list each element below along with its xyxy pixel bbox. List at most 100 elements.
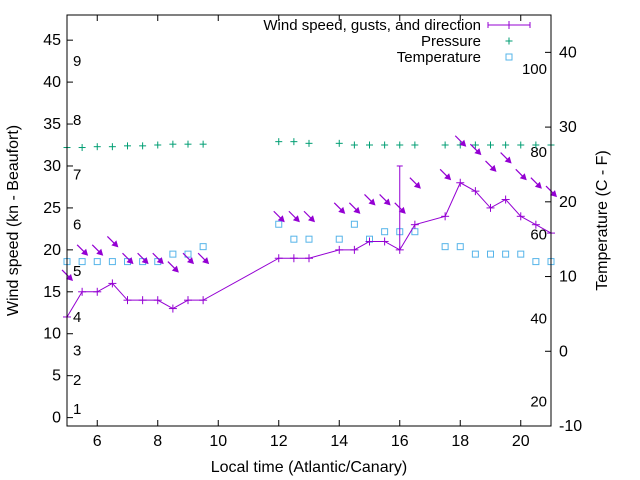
arrow-head <box>368 198 376 206</box>
beaufort-label: 7 <box>73 166 81 183</box>
pressure-point <box>487 141 494 149</box>
wind-direction-arrow <box>530 177 542 189</box>
x-tick-label: 18 <box>451 433 469 450</box>
wind-speed-point <box>486 203 495 212</box>
temperature-point <box>335 235 343 243</box>
pressure-point <box>108 143 116 151</box>
y-tick-label: 5 <box>52 368 61 385</box>
arrow-head <box>292 215 300 223</box>
pressure-point <box>154 141 162 149</box>
wind-direction-arrow <box>469 143 482 156</box>
y-tick-label: 40 <box>43 74 61 91</box>
pressure-point <box>169 140 177 148</box>
pressure-point <box>184 140 192 148</box>
wind-direction-arrow <box>394 202 406 214</box>
temperature-point <box>456 243 464 251</box>
wind-speed-point <box>350 245 359 254</box>
beaufort-label: 6 <box>73 217 81 234</box>
legend-label-pressure: Pressure <box>421 33 481 50</box>
beaufort-label: 9 <box>73 53 81 70</box>
y-tick-label: 30 <box>43 158 61 175</box>
wind-speed-point <box>531 220 540 229</box>
x-axis-label: Local time (Atlantic/Canary) <box>211 459 408 476</box>
pressure-point <box>290 138 298 146</box>
y-tick-label: 25 <box>43 200 61 217</box>
temperature-point <box>350 220 358 228</box>
legend-label-temperature: Temperature <box>397 49 481 66</box>
temperature-point <box>532 258 540 266</box>
arrow-head <box>398 206 406 214</box>
arrow-head <box>187 257 194 265</box>
wind-direction-arrow <box>288 210 300 223</box>
arrow-head <box>383 198 391 206</box>
wind-direction-arrow <box>454 135 467 147</box>
fahrenheit-label: 20 <box>530 393 547 410</box>
wind-direction-arrow <box>379 194 391 206</box>
temperature-point <box>93 258 101 266</box>
temperature-point <box>78 258 86 266</box>
wind-direction-arrow <box>515 168 527 181</box>
pressure-point <box>275 138 283 146</box>
temperature-point <box>184 250 192 258</box>
fahrenheit-label: 60 <box>530 227 547 244</box>
x-tick-label: 14 <box>330 433 348 450</box>
wind-speed-point <box>516 212 525 221</box>
temperature-point <box>471 250 479 258</box>
arrow-head <box>66 273 73 281</box>
x-tick-label: 10 <box>209 433 227 450</box>
wind-direction-arrow <box>485 160 497 172</box>
y2-tick-label: 40 <box>559 44 577 61</box>
pressure-point <box>396 141 404 149</box>
pressure-point <box>532 141 540 149</box>
x-tick-label: 8 <box>153 433 162 450</box>
wind-direction-arrow <box>122 252 134 265</box>
arrow-head <box>156 257 164 265</box>
wind-speed-point <box>184 296 192 305</box>
wind-speed-point <box>380 237 389 246</box>
wind-direction-arrow <box>167 261 179 273</box>
y2-tick-label: -10 <box>559 418 582 435</box>
pressure-point <box>502 141 510 149</box>
temperature-point <box>169 250 177 258</box>
wind-direction-arrow <box>439 168 452 181</box>
wind-direction-arrow <box>409 177 421 189</box>
arrow-head <box>504 156 512 164</box>
arrow-head <box>413 181 421 189</box>
wind-direction-arrow <box>152 252 164 265</box>
temperature-point <box>108 258 116 266</box>
arrow-head <box>202 257 210 265</box>
y2-tick-label: 0 <box>559 343 568 360</box>
wind-speed-point <box>78 287 87 296</box>
wind-speed-point <box>108 279 117 288</box>
wind-speed-point <box>138 296 147 305</box>
beaufort-label: 2 <box>73 372 81 389</box>
wind-direction-arrow <box>106 235 119 248</box>
pressure-point <box>350 141 358 149</box>
arrow-head <box>353 206 361 214</box>
pressure-point <box>381 141 389 149</box>
temperature-point <box>441 243 449 251</box>
legend-label-wind: Wind speed, gusts, and direction <box>263 17 481 34</box>
y-tick-label: 0 <box>52 410 61 427</box>
wind-speed-point <box>441 212 450 221</box>
wind-direction-arrow <box>273 210 285 223</box>
x-tick-label: 16 <box>391 433 409 450</box>
legend-entries: Wind speed, gusts, and direction Pressur… <box>263 17 481 66</box>
pressure-point <box>78 144 86 152</box>
pressure-point <box>199 140 207 148</box>
data-series <box>61 135 557 321</box>
arrow-head <box>308 215 315 223</box>
temperature-point <box>290 235 298 243</box>
temperature-point <box>199 243 207 251</box>
y-tick-label: 10 <box>43 326 61 343</box>
temperature-point <box>275 220 283 228</box>
arrow-head <box>459 139 467 147</box>
temperature-point <box>305 235 313 243</box>
pressure-point <box>517 141 525 149</box>
arrow-head <box>338 206 346 214</box>
pressure-point <box>124 142 131 150</box>
wind-speed-point <box>501 195 510 204</box>
legend <box>487 21 531 61</box>
